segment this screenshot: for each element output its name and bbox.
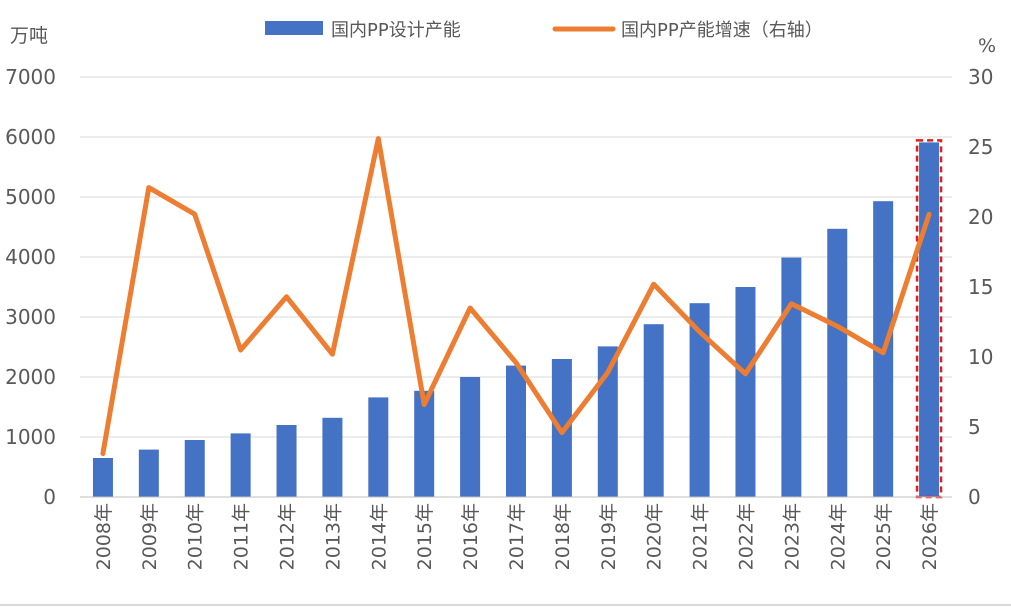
left-tick-label: 2000 xyxy=(5,365,56,389)
right-tick-label: 5 xyxy=(968,415,981,439)
bar xyxy=(368,397,389,497)
x-tick-label: 2024年 xyxy=(827,503,849,570)
legend-swatch-bar xyxy=(265,21,323,35)
x-tick-label: 2021年 xyxy=(690,503,712,570)
bar xyxy=(414,390,435,497)
x-tick-label: 2018年 xyxy=(552,503,574,570)
x-tick-label: 2019年 xyxy=(598,503,620,570)
right-tick-label: 15 xyxy=(968,275,993,299)
bar xyxy=(506,365,526,497)
right-tick-label: 30 xyxy=(968,65,993,89)
right-tick-label: 25 xyxy=(968,135,993,159)
x-tick-label: 2023年 xyxy=(781,503,803,570)
x-tick-label: 2016年 xyxy=(460,503,482,570)
x-tick-label: 2010年 xyxy=(185,503,207,570)
bar xyxy=(322,417,343,497)
bar xyxy=(827,228,848,498)
bar xyxy=(92,458,113,497)
left-tick-label: 3000 xyxy=(5,305,56,329)
x-tick-label: 2015年 xyxy=(414,503,436,570)
bar xyxy=(735,287,756,497)
right-tick-label: 0 xyxy=(968,485,981,509)
bar xyxy=(643,324,664,497)
left-tick-label: 7000 xyxy=(5,65,56,89)
bar xyxy=(551,359,572,497)
x-tick-label: 2011年 xyxy=(231,503,253,570)
x-tick-label: 2012年 xyxy=(277,503,299,570)
x-tick-label: 2017年 xyxy=(506,503,528,570)
bar xyxy=(276,425,297,497)
x-tick-label: 2013年 xyxy=(322,503,344,570)
right-tick-label: 10 xyxy=(968,345,993,369)
right-axis-unit: % xyxy=(978,35,996,57)
x-tick-label: 2026年 xyxy=(919,503,941,570)
bar xyxy=(919,142,940,497)
axes: 0 1000 2000 3000 4000 5000 6000 7000 0 5 10 15 20 25 3… xyxy=(5,25,996,570)
left-tick-label: 1000 xyxy=(5,425,56,449)
x-tick-label: 2022年 xyxy=(735,503,757,570)
x-tick-label: 2025年 xyxy=(873,503,895,570)
legend-label-bar: 国内PP设计产能 xyxy=(331,20,461,41)
bar xyxy=(138,449,159,497)
bar xyxy=(460,377,481,497)
bar xyxy=(184,440,205,497)
line-series-growth xyxy=(100,136,932,457)
right-tick-label: 20 xyxy=(968,205,993,229)
legend: 国内PP设计产能 国内PP产能增速（右轴） xyxy=(265,20,823,41)
gridlines xyxy=(80,76,952,438)
bar xyxy=(781,257,802,497)
left-tick-label: 5000 xyxy=(5,185,56,209)
left-axis-unit: 万吨 xyxy=(10,25,48,47)
x-tick-label: 2020年 xyxy=(644,503,666,570)
bar xyxy=(597,346,618,497)
bar xyxy=(230,433,251,497)
x-tick-label: 2008年 xyxy=(93,503,115,570)
bar-series-capacity xyxy=(92,142,940,498)
bar xyxy=(689,303,710,497)
x-tick-label: 2014年 xyxy=(368,503,390,570)
bottom-divider xyxy=(0,604,1011,606)
left-tick-label: 6000 xyxy=(5,125,56,149)
x-tick-label: 2009年 xyxy=(139,503,161,570)
left-tick-label: 0 xyxy=(43,485,56,509)
legend-label-line: 国内PP产能增速（右轴） xyxy=(621,20,823,41)
left-tick-label: 4000 xyxy=(5,245,56,269)
